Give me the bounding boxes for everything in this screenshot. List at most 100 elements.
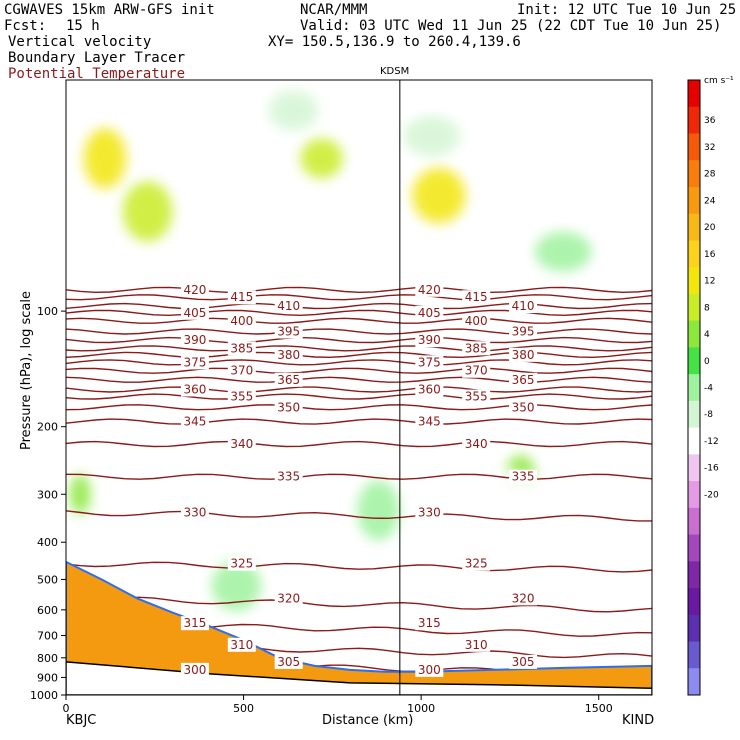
- colorbar-swatch: [688, 561, 700, 589]
- theta-contour: [66, 418, 652, 425]
- theta-label-bg: [180, 282, 209, 297]
- colorbar-swatch: [688, 213, 700, 241]
- y-tick-label: 700: [37, 630, 58, 643]
- theta-label: 350: [512, 400, 535, 414]
- colorbar-swatch: [688, 347, 700, 375]
- theta-label: 345: [418, 415, 441, 429]
- colorbar-swatch: [688, 106, 700, 134]
- theta-label-bg: [227, 313, 256, 328]
- theta-label-bg: [415, 355, 444, 370]
- theta-label-bg: [227, 637, 256, 652]
- theta-label: 320: [277, 591, 300, 605]
- colorbar-swatch: [688, 427, 700, 455]
- theta-contour: [66, 294, 652, 301]
- theta-label: 355: [465, 390, 488, 404]
- y-tick-label: 600: [37, 604, 58, 617]
- theta-label: 335: [277, 470, 300, 484]
- theta-contour: [66, 336, 652, 344]
- plot-frame: [65, 79, 653, 696]
- theta-label: 380: [277, 348, 300, 362]
- colorbar-unit: cm s⁻¹: [704, 76, 734, 86]
- theta-label-bg: [415, 616, 444, 631]
- colorbar-swatch: [688, 454, 700, 482]
- colorbar-tick-label: -8: [704, 410, 713, 420]
- theta-label-bg: [274, 400, 303, 415]
- theta-label-bg: [415, 333, 444, 348]
- station-left-label: KBJC: [66, 713, 96, 728]
- velocity-blob: [69, 474, 91, 515]
- theta-label-bg: [227, 290, 256, 305]
- header-xy: XY= 150.5,136.9 to 260.4,139.6: [268, 34, 521, 50]
- theta-label: 340: [230, 437, 253, 451]
- theta-contour: [66, 345, 652, 352]
- colorbar-swatch: [688, 374, 700, 402]
- field-boundary-layer-tracer: Boundary Layer Tracer: [8, 50, 186, 66]
- x-tick-label: 1000: [407, 702, 435, 715]
- theta-label: 390: [418, 333, 441, 347]
- colorbar-swatch: [688, 534, 700, 562]
- theta-label-bg: [462, 363, 491, 378]
- theta-label-bg: [180, 305, 209, 320]
- theta-contour: [66, 367, 652, 374]
- y-tick-label: 1000: [30, 689, 58, 702]
- colorbar-tick-label: 0: [704, 357, 710, 367]
- colorbar-tick-label: 32: [704, 143, 715, 153]
- theta-label-bg: [509, 654, 538, 669]
- theta-label-bg: [180, 616, 209, 631]
- header-valid: Valid: 03 UTC Wed 11 Jun 25 (22 CDT Tue …: [300, 18, 722, 34]
- colorbar-swatch: [688, 641, 700, 669]
- theta-label: 370: [230, 364, 253, 378]
- theta-label: 305: [512, 655, 535, 669]
- colorbar-swatch: [688, 240, 700, 268]
- field-vertical-velocity: Vertical velocity: [8, 34, 152, 50]
- theta-label: 300: [418, 663, 441, 677]
- theta-label-bg: [509, 591, 538, 606]
- theta-label-bg: [274, 372, 303, 387]
- theta-label: 315: [183, 616, 206, 630]
- theta-label: 360: [183, 382, 206, 396]
- velocity-blob: [300, 138, 344, 179]
- theta-label: 410: [277, 299, 300, 313]
- theta-label-bg: [509, 299, 538, 314]
- theta-label: 375: [418, 355, 441, 369]
- colorbar-tick-label: -20: [704, 490, 719, 500]
- theta-label-bg: [462, 341, 491, 356]
- theta-label-bg: [415, 382, 444, 397]
- theta-label-bg: [415, 662, 444, 677]
- theta-label: 345: [183, 415, 206, 429]
- theta-label-bg: [227, 341, 256, 356]
- colorbar-tick-label: 16: [704, 250, 716, 260]
- theta-contour: [66, 351, 652, 359]
- theta-label: 385: [465, 341, 488, 355]
- theta-label: 405: [183, 306, 206, 320]
- theta-label: 330: [418, 506, 441, 520]
- y-axis-label: Pressure (hPa), log scale: [19, 291, 34, 450]
- colorbar-swatch: [688, 614, 700, 643]
- colorbar-swatch: [688, 481, 700, 509]
- colorbar-swatch: [688, 267, 700, 295]
- colorbar-swatch: [688, 80, 700, 108]
- colorbar-tick-label: 24: [704, 196, 716, 206]
- velocity-blob: [268, 90, 319, 131]
- colorbar-tick-label: 4: [704, 330, 710, 340]
- theta-contour: [66, 317, 652, 324]
- theta-label-bg: [415, 305, 444, 320]
- header-org: NCAR/MMM: [300, 2, 368, 18]
- colorbar-frame: [687, 79, 701, 696]
- theta-label-bg: [274, 324, 303, 339]
- header-fcst-value: 15 h: [66, 18, 100, 34]
- theta-label: 400: [465, 314, 488, 328]
- theta-label: 410: [512, 299, 535, 313]
- theta-label: 325: [465, 557, 488, 571]
- header-fcst-label: Fcst:: [4, 18, 47, 34]
- theta-label-bg: [180, 355, 209, 370]
- theta-label-bg: [509, 324, 538, 339]
- theta-label: 330: [183, 506, 206, 520]
- theta-label: 375: [183, 355, 206, 369]
- terrain-fill: [66, 561, 652, 695]
- theta-label: 370: [465, 364, 488, 378]
- colorbar-tick-label: 36: [704, 116, 716, 126]
- theta-contour: [66, 404, 652, 411]
- theta-contour: [66, 286, 652, 294]
- x-tick-label: 500: [233, 702, 254, 715]
